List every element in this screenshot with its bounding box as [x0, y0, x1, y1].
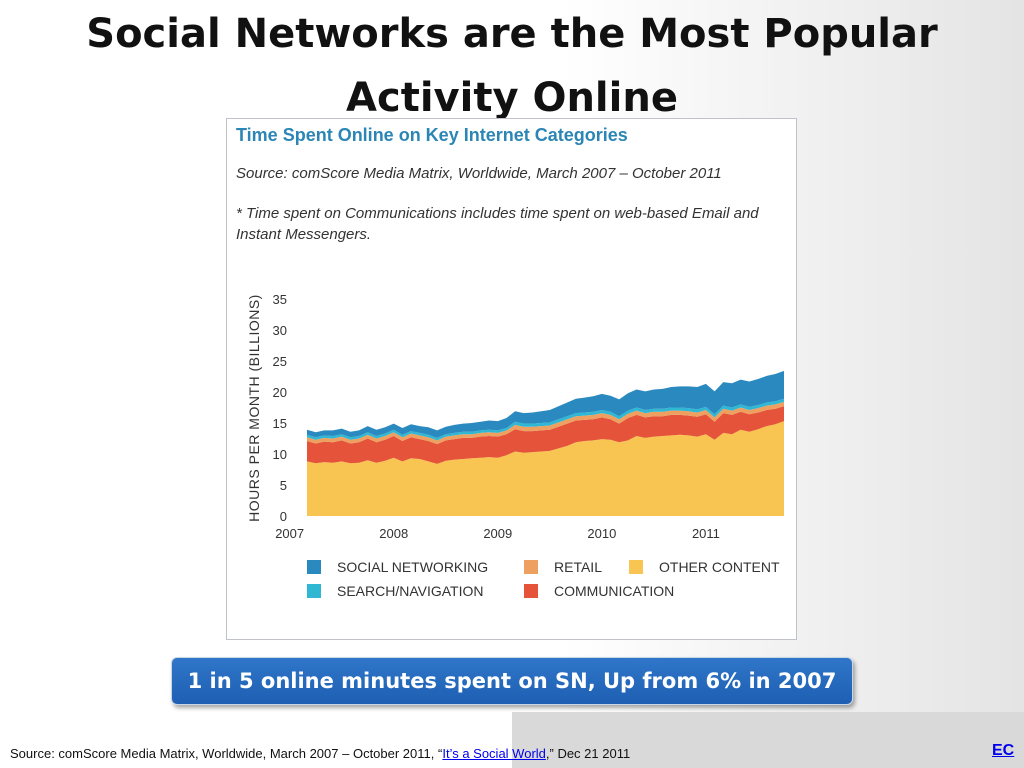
y-tick-label: 0 — [280, 509, 287, 524]
legend-label-retail: RETAIL — [554, 559, 602, 575]
footer-source: Source: comScore Media Matrix, Worldwide… — [10, 746, 630, 761]
area-search-navigation — [307, 398, 784, 441]
bottom-gray-band — [512, 712, 1024, 768]
x-tick-label: 2011 — [692, 526, 720, 541]
y-tick-label: 5 — [280, 478, 287, 493]
footer-prefix: Source: comScore Media Matrix, Worldwide… — [10, 746, 443, 761]
legend-label-social-networking: SOCIAL NETWORKING — [337, 559, 488, 575]
legend-label-communication: COMMUNICATION — [554, 583, 674, 599]
slide-title: Social Networks are the Most Popular Act… — [86, 11, 938, 121]
y-tick-label: 25 — [273, 354, 287, 369]
chart-title: Time Spent Online on Key Internet Catego… — [236, 125, 628, 145]
footer-link[interactable]: It’s a Social World — [442, 746, 546, 761]
area-retail — [307, 401, 784, 445]
callout-banner: 1 in 5 online minutes spent on SN, Up fr… — [171, 657, 853, 705]
y-tick-label: 30 — [273, 323, 287, 338]
chart-panel: Time Spent Online on Key Internet Catego… — [226, 118, 797, 640]
chart-note: * Time spent on Communications includes … — [236, 205, 759, 243]
footer-suffix: ,” Dec 21 2011 — [545, 746, 631, 761]
x-tick-label: 2007 — [275, 526, 304, 541]
y-axis-label: HOURS PER MONTH (BILLIONS) — [246, 294, 262, 522]
y-tick-label: 15 — [273, 416, 287, 431]
legend-label-search-navigation: SEARCH/NAVIGATION — [337, 583, 484, 599]
legend-swatch-social-networking — [307, 560, 321, 574]
legend-swatch-search-navigation — [307, 584, 321, 598]
legend-swatch-other-content — [629, 560, 643, 574]
legend-swatch-retail — [524, 560, 538, 574]
x-tick-label: 2008 — [379, 526, 408, 541]
y-tick-label: 10 — [273, 447, 287, 462]
area-chart: 0 5 10 15 20 25 30 35 2007 2008 2009 2010 2011 HOURS … — [246, 292, 784, 599]
legend-swatch-communication — [524, 584, 538, 598]
x-tick-label: 2010 — [587, 526, 616, 541]
y-tick-label: 20 — [273, 385, 287, 400]
y-tick-label: 35 — [273, 292, 287, 307]
area-communication — [307, 406, 784, 464]
x-tick-label: 2009 — [483, 526, 512, 541]
chart-subtitle: Source: comScore Media Matrix, Worldwide… — [236, 165, 722, 182]
ec-link[interactable]: EC — [992, 742, 1015, 759]
area-social-networking — [307, 370, 784, 438]
area-other-content — [307, 421, 784, 516]
legend-label-other-content: OTHER CONTENT — [659, 559, 780, 575]
